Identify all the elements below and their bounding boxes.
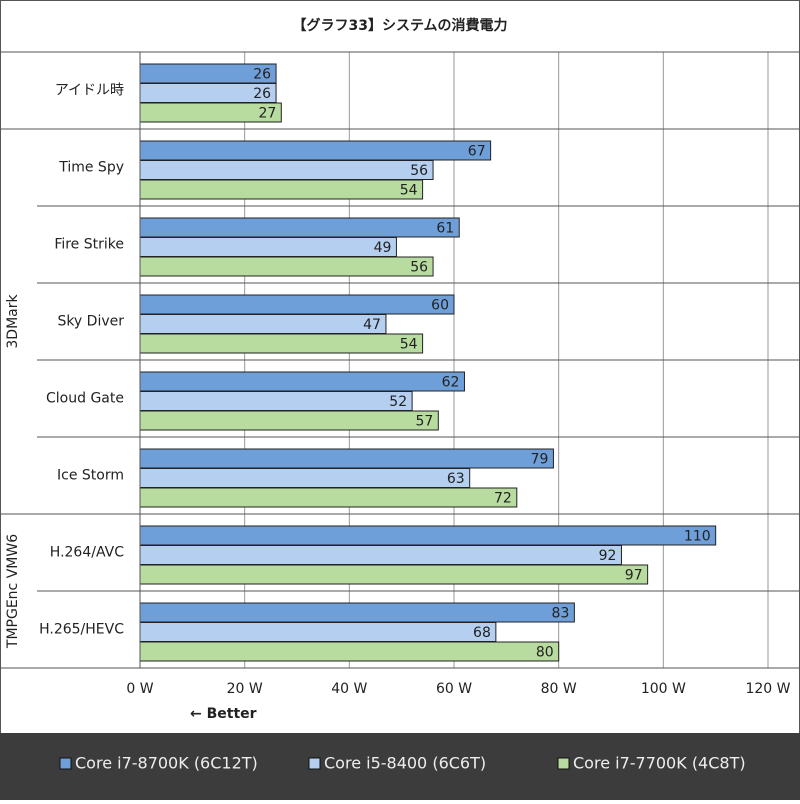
value-label: 62 (442, 375, 460, 391)
legend-label: Core i5-8400 (6C6T) (324, 754, 486, 773)
category-label: Cloud Gate (46, 391, 124, 407)
category-label: H.265/HEVC (39, 622, 124, 638)
group-label: TMPGEnc VMW6 (5, 534, 21, 649)
bar (139, 140, 492, 161)
group-label: 3DMark (5, 294, 21, 349)
value-label: 97 (625, 568, 643, 584)
bar (139, 237, 397, 257)
value-label: 27 (258, 106, 276, 122)
legend-label: Core i7-8700K (6C12T) (75, 754, 258, 773)
bar (139, 410, 439, 431)
bar (139, 487, 518, 508)
bar (139, 622, 497, 642)
x-tick-label: 40 W (331, 681, 367, 697)
value-label: 56 (410, 260, 428, 276)
category-label: Ice Storm (57, 468, 124, 484)
category-label: Fire Strike (54, 237, 124, 253)
bar (139, 468, 471, 488)
bar (139, 545, 622, 565)
category-label: Sky Diver (57, 314, 124, 330)
bar (139, 333, 424, 354)
bar (139, 256, 434, 277)
value-label: 68 (473, 625, 491, 641)
value-label: 67 (468, 144, 486, 160)
value-label: 110 (684, 529, 711, 545)
chart-title: 【グラフ33】システムの消費電力 (292, 17, 507, 34)
bar (139, 371, 465, 392)
value-label: 79 (531, 452, 549, 468)
legend-band (0, 733, 800, 800)
category-label: アイドル時 (55, 83, 124, 99)
bar (139, 564, 649, 585)
legend-swatch (308, 757, 321, 770)
x-tick-label: 0 W (126, 681, 153, 697)
x-tick-label: 80 W (541, 681, 577, 697)
value-label: 54 (400, 183, 418, 199)
bar (139, 160, 434, 180)
value-label: 49 (374, 240, 392, 256)
category-label: Time Spy (58, 160, 124, 176)
bar (139, 602, 575, 623)
legend-swatch (59, 757, 72, 770)
value-label: 54 (400, 337, 418, 353)
value-label: 47 (363, 317, 381, 333)
bar (139, 391, 413, 411)
value-label: 60 (431, 298, 449, 314)
value-label: 56 (410, 163, 428, 179)
value-label: 26 (253, 86, 271, 102)
value-label: 83 (552, 606, 570, 622)
category-label: H.264/AVC (50, 545, 124, 561)
bar (139, 314, 387, 334)
bar (139, 294, 455, 315)
bar (139, 179, 424, 200)
value-label: 61 (436, 221, 454, 237)
value-label: 63 (447, 471, 465, 487)
legend-swatch (557, 757, 570, 770)
value-label: 92 (599, 548, 617, 564)
bar (139, 525, 717, 546)
bar (139, 641, 560, 662)
x-tick-label: 60 W (436, 681, 472, 697)
value-label: 26 (253, 67, 271, 83)
legend-label: Core i7-7700K (4C8T) (573, 754, 746, 773)
value-label: 57 (415, 414, 433, 430)
value-label: 80 (536, 645, 554, 661)
annotation: ← Better (190, 706, 257, 722)
x-tick-label: 120 W (745, 681, 790, 697)
bar (139, 217, 460, 238)
value-label: 52 (389, 394, 407, 410)
x-tick-label: 20 W (227, 681, 263, 697)
value-label: 72 (494, 491, 512, 507)
x-tick-label: 100 W (641, 681, 686, 697)
bar (139, 448, 554, 469)
